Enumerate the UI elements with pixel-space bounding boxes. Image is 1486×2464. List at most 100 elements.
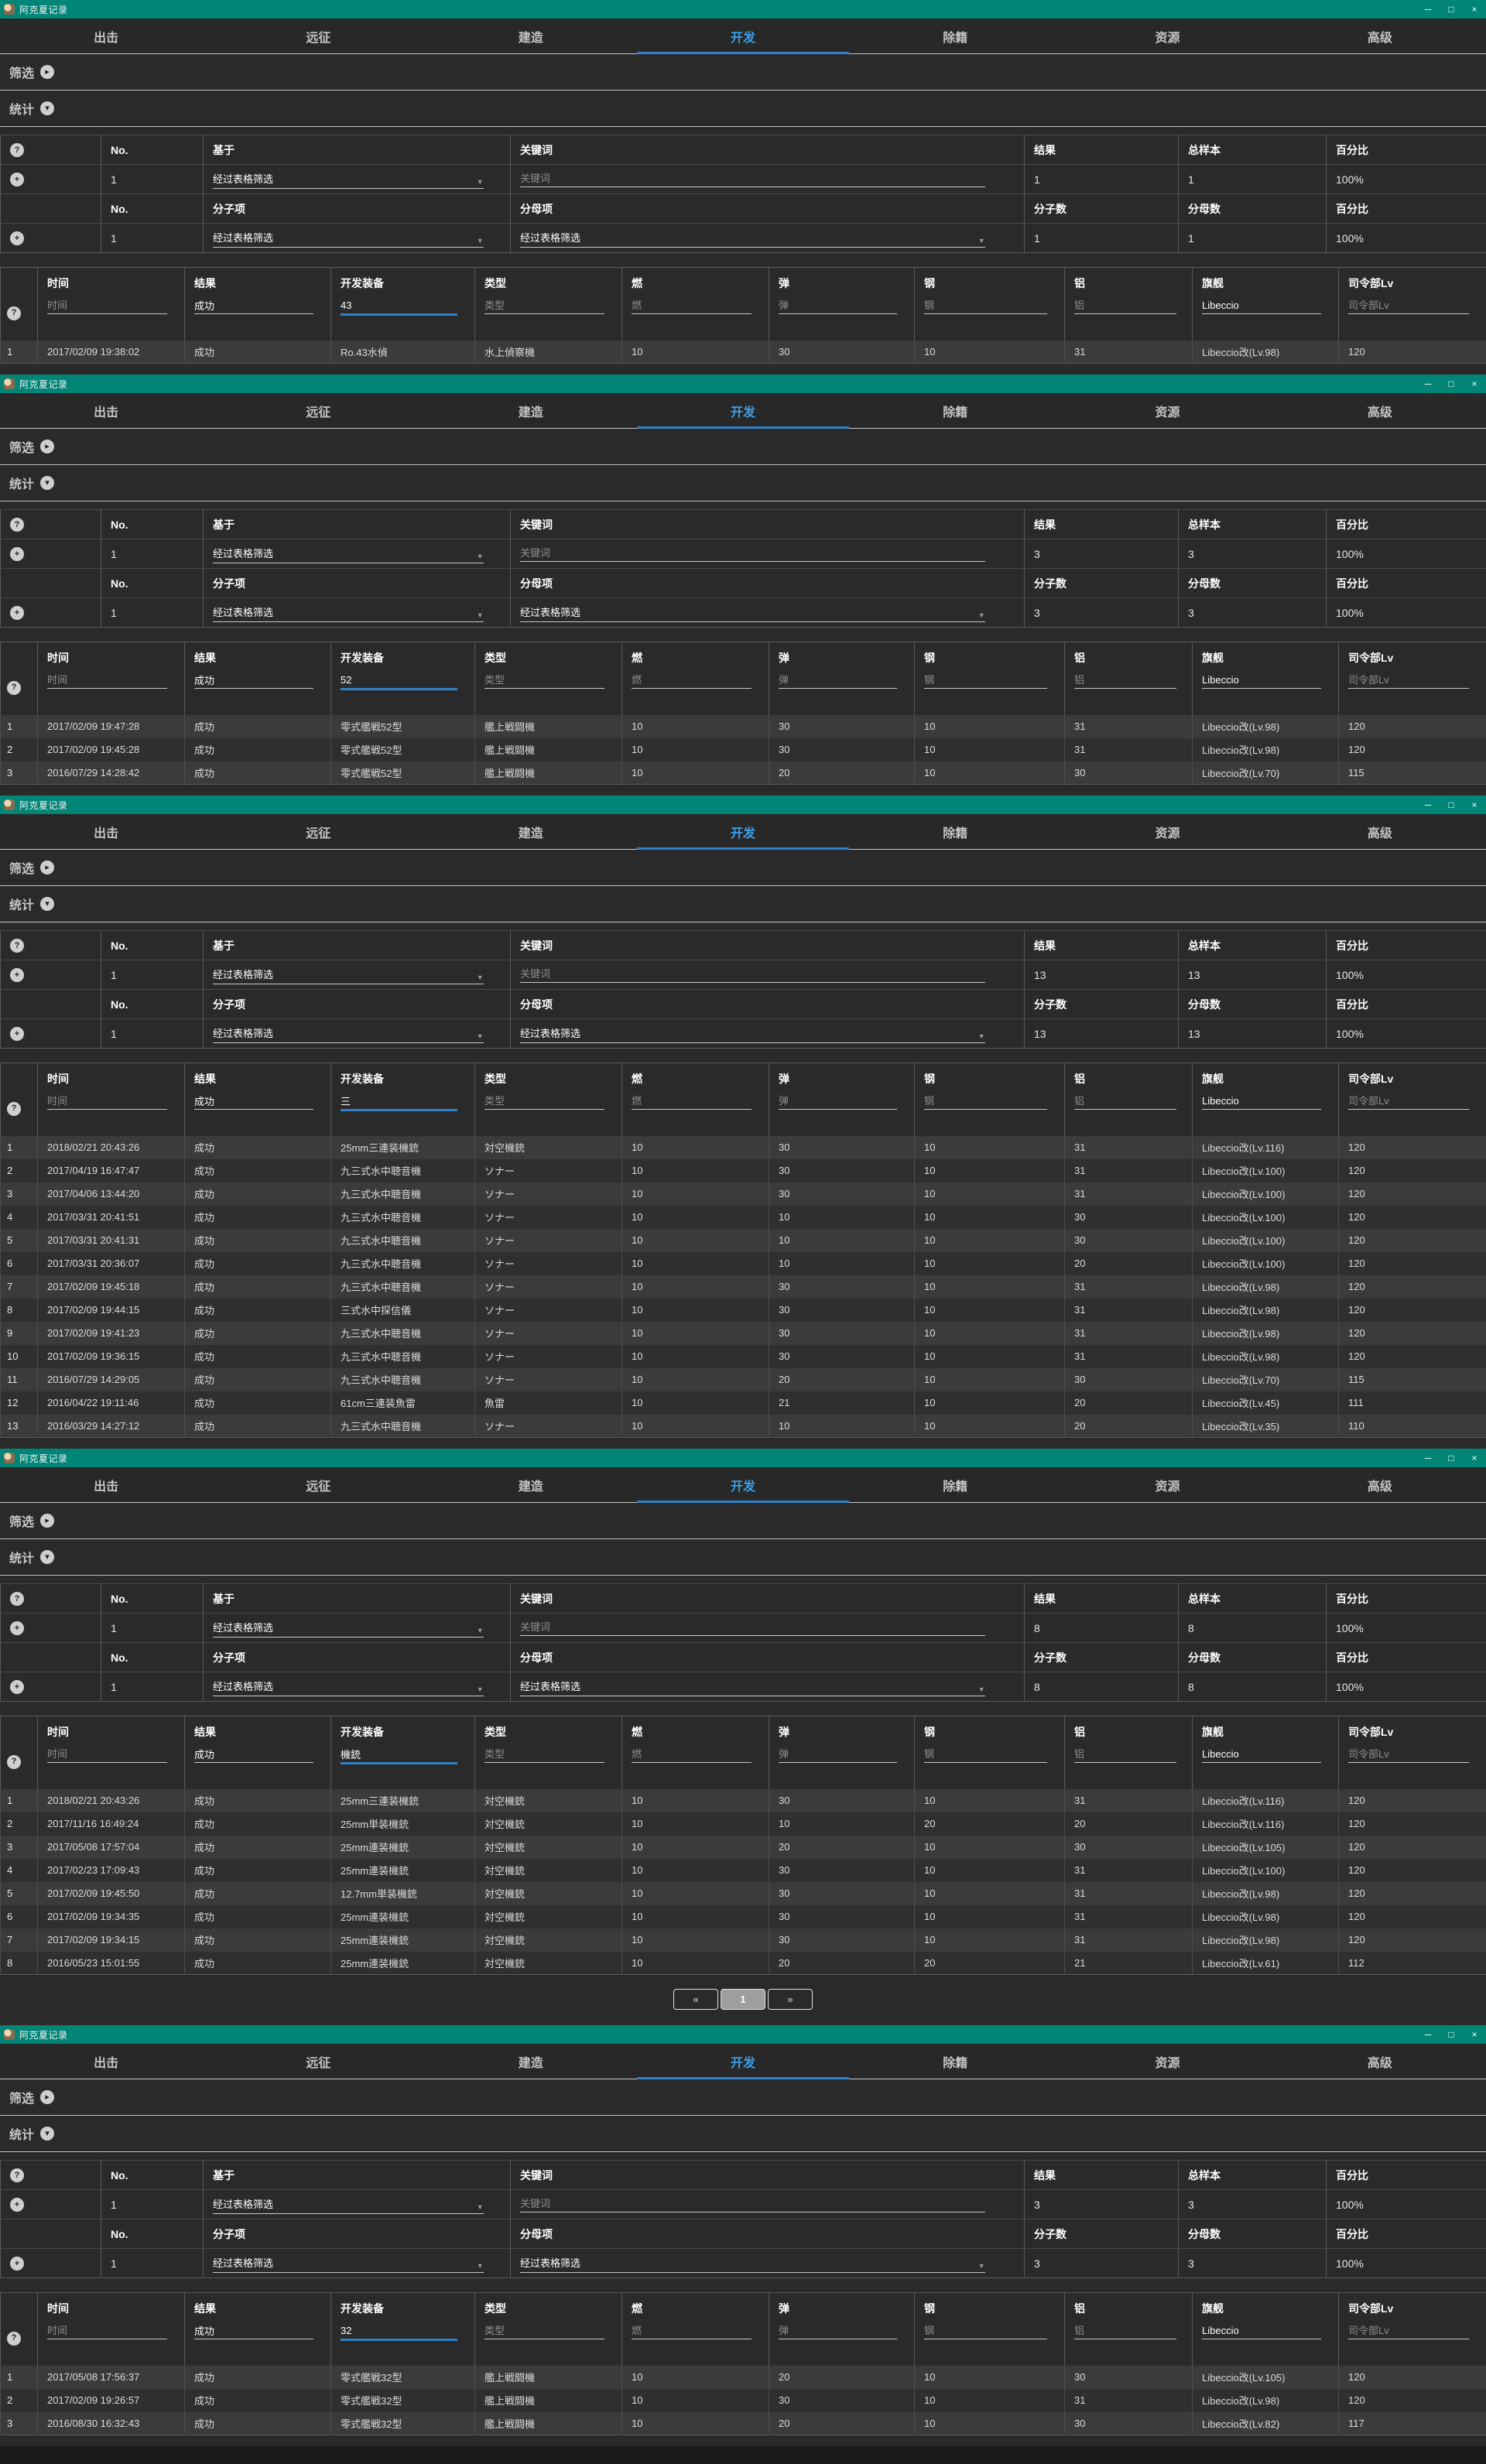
table-row[interactable]: 3 2017/04/06 13:44:20 成功 九三式水中聴音機 ソナー 10 30 10 3…	[0, 1182, 1486, 1206]
type-filter-input[interactable]	[484, 672, 605, 689]
col-steel[interactable]: 钢	[924, 277, 935, 289]
table-row[interactable]: 7 2017/02/09 19:34:15 成功 25mm連装機銃 対空機銃 10 30 10…	[0, 1928, 1486, 1952]
tab-resources[interactable]: 资源	[1155, 1480, 1180, 1494]
minimize-button[interactable]: ─	[1424, 799, 1432, 810]
tab-sortie[interactable]: 出击	[94, 406, 119, 419]
equipment-filter-input[interactable]	[341, 298, 458, 316]
col-result[interactable]: 结果	[194, 1073, 216, 1085]
tab-development[interactable]: 开发	[636, 814, 850, 850]
col-type[interactable]: 类型	[484, 1073, 506, 1085]
ammo-filter-input[interactable]	[779, 1747, 898, 1763]
col-time[interactable]: 时间	[47, 652, 69, 664]
equipment-filter-input[interactable]	[341, 1747, 458, 1764]
col-result[interactable]: 结果	[194, 277, 216, 289]
tab-resources[interactable]: 资源	[1155, 2056, 1180, 2070]
add-row-icon[interactable]: +	[10, 968, 24, 983]
fuel-filter-input[interactable]	[632, 1093, 752, 1110]
tab-development[interactable]: 开发	[636, 393, 850, 429]
col-type[interactable]: 类型	[484, 652, 506, 664]
chevron-right-icon[interactable]: ▸	[40, 2090, 55, 2104]
col-steel[interactable]: 钢	[924, 652, 935, 664]
tab-expedition[interactable]: 远征	[306, 826, 331, 840]
col-ammo[interactable]: 弹	[779, 1073, 789, 1085]
col-result[interactable]: 结果	[194, 652, 216, 664]
tab-sortie[interactable]: 出击	[94, 31, 119, 45]
col-bauxite[interactable]: 铝	[1074, 2302, 1085, 2315]
next-page-button[interactable]: »	[768, 1989, 813, 2010]
fuel-filter-input[interactable]	[632, 298, 752, 314]
time-filter-input[interactable]	[47, 2323, 168, 2339]
bauxite-filter-input[interactable]	[1074, 2323, 1176, 2339]
keyword-input[interactable]	[520, 171, 985, 187]
tab-expedition[interactable]: 远征	[306, 2056, 331, 2070]
current-page-button[interactable]: 1	[721, 1989, 765, 2010]
window-titlebar[interactable]: 阿克夏记录 ─ □ ×	[0, 796, 1486, 814]
equipment-filter-input[interactable]	[341, 2323, 458, 2341]
col-steel[interactable]: 钢	[924, 1726, 935, 1738]
table-row[interactable]: 5 2017/03/31 20:41:31 成功 九三式水中聴音機 ソナー 10 10 10 3…	[0, 1228, 1486, 1252]
col-hq-level[interactable]: 司令部Lv	[1348, 277, 1394, 289]
numerator-dropdown[interactable]: 经过表格筛选 ▼	[213, 603, 484, 622]
bauxite-filter-input[interactable]	[1074, 1093, 1176, 1110]
table-row[interactable]: 10 2017/02/09 19:36:15 成功 九三式水中聴音機 ソナー 10 30 10…	[0, 1344, 1486, 1368]
help-icon[interactable]: ?	[7, 1754, 21, 1769]
minimize-button[interactable]: ─	[1424, 2029, 1432, 2040]
table-row[interactable]: 9 2017/02/09 19:41:23 成功 九三式水中聴音機 ソナー 10 30 10 3…	[0, 1321, 1486, 1345]
table-row[interactable]: 4 2017/03/31 20:41:51 成功 九三式水中聴音機 ソナー 10 10 10 3…	[0, 1205, 1486, 1229]
chevron-right-icon[interactable]: ▸	[40, 65, 55, 79]
maximize-button[interactable]: □	[1448, 378, 1454, 389]
tab-advanced[interactable]: 高级	[1367, 826, 1392, 840]
hq-level-filter-input[interactable]	[1348, 1093, 1470, 1110]
result-filter-input[interactable]	[194, 2323, 314, 2339]
col-fuel[interactable]: 燃	[632, 652, 642, 664]
time-filter-input[interactable]	[47, 1747, 168, 1763]
col-equipment[interactable]: 开发装备	[341, 652, 384, 664]
tab-advanced[interactable]: 高级	[1367, 406, 1392, 419]
denominator-dropdown[interactable]: 经过表格筛选 ▼	[520, 1677, 985, 1696]
denominator-dropdown[interactable]: 经过表格筛选 ▼	[520, 2254, 985, 2273]
maximize-button[interactable]: □	[1448, 4, 1454, 15]
tab-decommission[interactable]: 除籍	[943, 31, 968, 45]
stats-section-header[interactable]: 统计 ▾	[0, 2116, 1486, 2151]
table-row[interactable]: 2 2017/02/09 19:26:57 成功 零式艦戦32型 艦上戦闘機 10 30 10…	[0, 2388, 1486, 2412]
stats-section-header[interactable]: 统计 ▾	[0, 91, 1486, 126]
col-bauxite[interactable]: 铝	[1074, 277, 1085, 289]
col-equipment[interactable]: 开发装备	[341, 277, 384, 289]
tab-construction[interactable]: 建造	[518, 826, 543, 840]
maximize-button[interactable]: □	[1448, 1453, 1454, 1463]
ammo-filter-input[interactable]	[779, 298, 898, 314]
filter-section-header[interactable]: 筛选 ▸	[0, 54, 1486, 90]
table-row[interactable]: 4 2017/02/23 17:09:43 成功 25mm連装機銃 対空機銃 10 30 10…	[0, 1858, 1486, 1882]
tab-expedition[interactable]: 远征	[306, 1480, 331, 1494]
ammo-filter-input[interactable]	[779, 1093, 898, 1110]
keyword-input[interactable]	[520, 1620, 985, 1636]
tab-expedition[interactable]: 远征	[306, 31, 331, 45]
close-button[interactable]: ×	[1471, 378, 1477, 389]
stats-section-header[interactable]: 统计 ▾	[0, 1539, 1486, 1575]
type-filter-input[interactable]	[484, 298, 605, 314]
flagship-filter-input[interactable]	[1202, 1747, 1322, 1763]
filter-section-header[interactable]: 筛选 ▸	[0, 1503, 1486, 1538]
col-ammo[interactable]: 弹	[779, 2302, 789, 2315]
col-equipment[interactable]: 开发装备	[341, 1073, 384, 1085]
col-time[interactable]: 时间	[47, 1073, 69, 1085]
basis-dropdown[interactable]: 经过表格筛选 ▼	[213, 2195, 484, 2214]
tab-advanced[interactable]: 高级	[1367, 2056, 1392, 2070]
col-flagship[interactable]: 旗舰	[1202, 277, 1224, 289]
table-row[interactable]: 2 2017/02/09 19:45:28 成功 零式艦戦52型 艦上戦闘機 10 30 10…	[0, 737, 1486, 761]
col-flagship[interactable]: 旗舰	[1202, 2302, 1224, 2315]
col-hq-level[interactable]: 司令部Lv	[1348, 652, 1394, 664]
time-filter-input[interactable]	[47, 1093, 168, 1110]
col-time[interactable]: 时间	[47, 2302, 69, 2315]
help-icon[interactable]: ?	[10, 143, 24, 158]
help-icon[interactable]: ?	[10, 2168, 24, 2183]
equipment-filter-input[interactable]	[341, 1093, 458, 1111]
table-row[interactable]: 1 2018/02/21 20:43:26 成功 25mm三連装機銃 対空機銃 10 30 1…	[0, 1788, 1486, 1812]
steel-filter-input[interactable]	[924, 1093, 1047, 1110]
table-row[interactable]: 11 2016/07/29 14:29:05 成功 九三式水中聴音機 ソナー 10 20 10…	[0, 1367, 1486, 1391]
denominator-dropdown[interactable]: 经过表格筛选 ▼	[520, 1024, 985, 1043]
col-fuel[interactable]: 燃	[632, 1726, 642, 1738]
col-equipment[interactable]: 开发装备	[341, 2302, 384, 2315]
tab-sortie[interactable]: 出击	[94, 2056, 119, 2070]
type-filter-input[interactable]	[484, 2323, 605, 2339]
